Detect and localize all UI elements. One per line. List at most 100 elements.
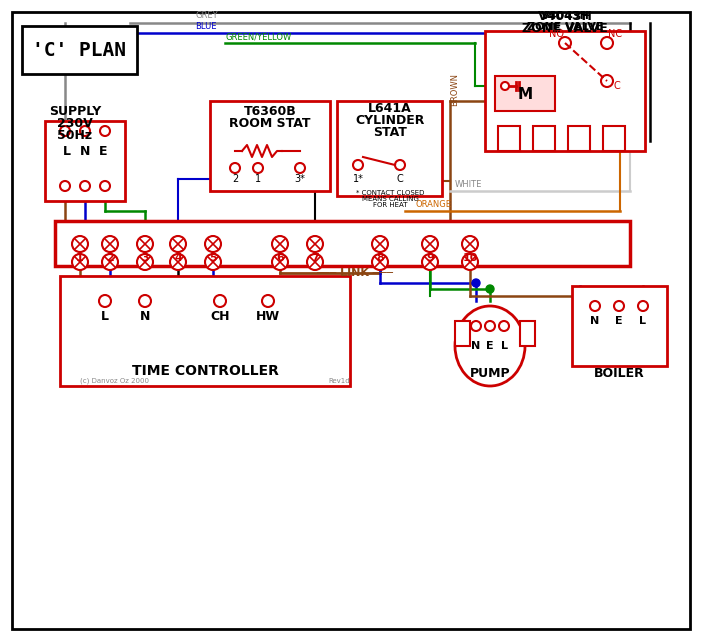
- Circle shape: [462, 236, 478, 252]
- Text: 3: 3: [141, 253, 149, 263]
- Circle shape: [214, 295, 226, 307]
- Text: BLUE: BLUE: [195, 22, 216, 31]
- Text: NO: NO: [550, 29, 564, 39]
- Circle shape: [205, 236, 221, 252]
- Text: FOR HEAT: FOR HEAT: [373, 202, 407, 208]
- Circle shape: [137, 254, 153, 270]
- Circle shape: [395, 160, 405, 170]
- FancyBboxPatch shape: [520, 321, 535, 346]
- Text: BOILER: BOILER: [594, 367, 644, 379]
- Text: 5: 5: [209, 253, 217, 263]
- Circle shape: [559, 37, 571, 49]
- Text: MEANS CALLING: MEANS CALLING: [362, 196, 418, 202]
- Circle shape: [170, 236, 186, 252]
- Circle shape: [80, 181, 90, 191]
- Text: L: L: [101, 310, 109, 322]
- Circle shape: [485, 321, 495, 331]
- Text: ORANGE: ORANGE: [415, 200, 451, 209]
- Text: 7: 7: [311, 253, 319, 263]
- Text: ROOM STAT: ROOM STAT: [230, 117, 311, 129]
- FancyBboxPatch shape: [210, 101, 330, 191]
- Text: 1: 1: [255, 174, 261, 184]
- Text: N: N: [471, 341, 481, 351]
- Text: E: E: [615, 316, 623, 326]
- FancyBboxPatch shape: [485, 31, 645, 151]
- Text: CH: CH: [211, 310, 230, 322]
- Circle shape: [601, 37, 613, 49]
- Text: 2: 2: [232, 174, 238, 184]
- Text: GREEN/YELLOW: GREEN/YELLOW: [225, 32, 291, 41]
- Circle shape: [262, 295, 274, 307]
- Circle shape: [471, 321, 481, 331]
- Text: N: N: [140, 310, 150, 322]
- Text: 3*: 3*: [295, 174, 305, 184]
- Text: * CONTACT CLOSED: * CONTACT CLOSED: [356, 190, 424, 196]
- Text: (c) Danvoz Oz 2000: (c) Danvoz Oz 2000: [80, 378, 149, 384]
- Text: 6: 6: [276, 253, 284, 263]
- Text: L641A: L641A: [368, 101, 412, 115]
- Text: M: M: [517, 87, 533, 101]
- Circle shape: [499, 321, 509, 331]
- Circle shape: [60, 126, 70, 136]
- Circle shape: [102, 254, 118, 270]
- Text: TIME CONTROLLER: TIME CONTROLLER: [131, 364, 279, 378]
- Text: L: L: [640, 316, 647, 326]
- Text: NC: NC: [608, 29, 622, 39]
- Circle shape: [422, 236, 438, 252]
- Text: C: C: [397, 174, 404, 184]
- Circle shape: [295, 163, 305, 173]
- Text: C: C: [614, 81, 621, 91]
- Circle shape: [462, 254, 478, 270]
- FancyBboxPatch shape: [45, 121, 125, 201]
- Text: 'C' PLAN: 'C' PLAN: [32, 40, 126, 60]
- Text: 50Hz: 50Hz: [58, 128, 93, 142]
- Circle shape: [230, 163, 240, 173]
- Text: E: E: [99, 144, 107, 158]
- FancyBboxPatch shape: [22, 26, 137, 74]
- Text: N: N: [590, 316, 600, 326]
- Circle shape: [100, 126, 110, 136]
- Text: ─── LINK ───: ─── LINK ───: [317, 268, 394, 278]
- Circle shape: [99, 295, 111, 307]
- Circle shape: [372, 236, 388, 252]
- Text: L: L: [501, 341, 508, 351]
- Text: L: L: [63, 144, 71, 158]
- Text: 8: 8: [376, 253, 384, 263]
- Circle shape: [353, 160, 363, 170]
- Circle shape: [501, 82, 509, 90]
- Circle shape: [638, 301, 648, 311]
- Circle shape: [472, 279, 480, 287]
- Circle shape: [272, 254, 288, 270]
- Text: 1*: 1*: [352, 174, 364, 184]
- Text: SUPPLY: SUPPLY: [49, 104, 101, 117]
- Circle shape: [272, 236, 288, 252]
- Text: V4043H: V4043H: [541, 11, 590, 21]
- FancyBboxPatch shape: [55, 221, 630, 266]
- Circle shape: [422, 254, 438, 270]
- Circle shape: [486, 285, 494, 293]
- Circle shape: [205, 254, 221, 270]
- Text: 2: 2: [106, 253, 114, 263]
- Text: Rev1d: Rev1d: [329, 378, 350, 384]
- Text: GREY: GREY: [195, 11, 218, 20]
- Circle shape: [253, 163, 263, 173]
- Text: N: N: [80, 144, 90, 158]
- Text: 230V: 230V: [57, 117, 93, 129]
- Circle shape: [372, 254, 388, 270]
- Text: E: E: [486, 341, 494, 351]
- Circle shape: [80, 126, 90, 136]
- FancyBboxPatch shape: [337, 101, 442, 196]
- Text: ZONE VALVE: ZONE VALVE: [522, 22, 608, 35]
- Circle shape: [60, 181, 70, 191]
- Circle shape: [72, 236, 88, 252]
- Text: 4: 4: [174, 253, 182, 263]
- FancyBboxPatch shape: [498, 126, 520, 151]
- Circle shape: [590, 301, 600, 311]
- FancyBboxPatch shape: [455, 321, 470, 346]
- Text: STAT: STAT: [373, 126, 407, 138]
- Circle shape: [102, 236, 118, 252]
- FancyBboxPatch shape: [12, 12, 690, 629]
- Ellipse shape: [455, 306, 525, 386]
- Circle shape: [170, 254, 186, 270]
- Circle shape: [72, 254, 88, 270]
